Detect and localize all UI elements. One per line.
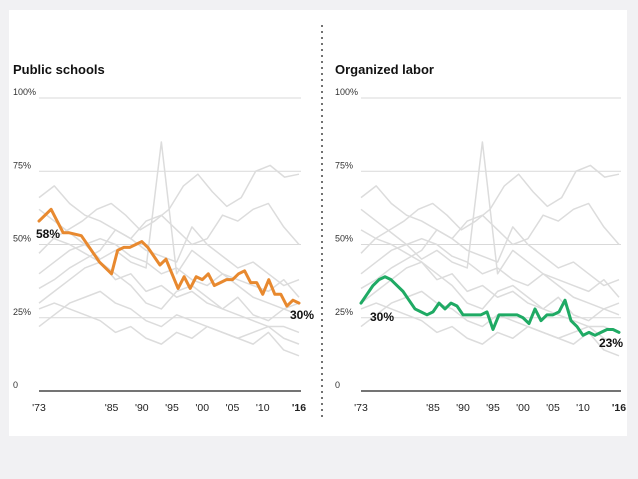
comparison-series-line — [360, 226, 620, 290]
x-tick-label: '95 — [165, 402, 179, 414]
comparison-series-line — [360, 141, 620, 298]
panel-title-public-schools: Public schools — [13, 62, 105, 77]
end-value-label: 23% — [599, 336, 623, 350]
x-tick-label: '00 — [195, 402, 209, 414]
y-tick-label: 75% — [13, 160, 31, 170]
x-tick-label: '90 — [456, 402, 470, 414]
y-tick-label: 100% — [335, 87, 358, 97]
x-tick-label: '73 — [32, 402, 46, 414]
x-tick-label: '05 — [226, 402, 240, 414]
end-value-label: 30% — [290, 308, 314, 322]
main-series-line — [359, 275, 621, 337]
figure-frame: Public schools 0 25% 50% 75% 100% '73 '85 '90 '… — [9, 10, 627, 436]
panel-title-organized-labor: Organized labor — [335, 62, 434, 77]
x-tick-label: '00 — [516, 402, 530, 414]
x-tick-label: '10 — [256, 402, 270, 414]
comparison-series-line — [360, 185, 620, 246]
x-tick-label: '73 — [354, 402, 368, 414]
y-tick-label: 25% — [335, 307, 353, 317]
y-tick-label: 0 — [335, 380, 340, 390]
comparison-series-line — [360, 261, 620, 334]
chart-canvas: Public schools 0 25% 50% 75% 100% '73 '85 '90 '… — [9, 25, 626, 420]
y-tick-label: 50% — [335, 234, 353, 244]
x-tick-label: '16 — [292, 402, 306, 414]
comparison-series-line — [38, 237, 300, 316]
public-schools-panel: Public schools 0 25% 50% 75% 100% '73 '85 '90 '… — [13, 62, 314, 414]
comparison-series-line — [38, 229, 300, 322]
start-value-label: 30% — [370, 310, 394, 324]
x-tick-label: '16 — [612, 402, 626, 414]
y-tick-label: 75% — [335, 160, 353, 170]
x-tick-label: '05 — [546, 402, 560, 414]
start-value-label: 58% — [36, 227, 60, 241]
comparison-series-line — [360, 229, 620, 322]
x-tick-label: '85 — [426, 402, 440, 414]
comparison-series-line — [38, 290, 300, 345]
y-tick-label: 0 — [13, 380, 18, 390]
comparison-series-line — [38, 226, 300, 290]
x-tick-label: '85 — [105, 402, 119, 414]
x-tick-label: '90 — [135, 402, 149, 414]
y-tick-label: 25% — [13, 307, 31, 317]
y-tick-label: 100% — [13, 87, 36, 97]
organized-labor-panel: Organized labor 0 25% 50% 75% 100% '73 '85 '90… — [9, 62, 626, 414]
comparison-series-line — [38, 261, 300, 334]
x-tick-label: '10 — [576, 402, 590, 414]
y-tick-label: 50% — [13, 234, 31, 244]
comparison-series-line — [38, 141, 300, 298]
comparison-series-line — [38, 302, 300, 357]
comparison-series-line — [360, 237, 620, 316]
comparison-series-line — [360, 302, 620, 357]
x-tick-label: '95 — [486, 402, 500, 414]
comparison-series-line — [38, 185, 300, 246]
